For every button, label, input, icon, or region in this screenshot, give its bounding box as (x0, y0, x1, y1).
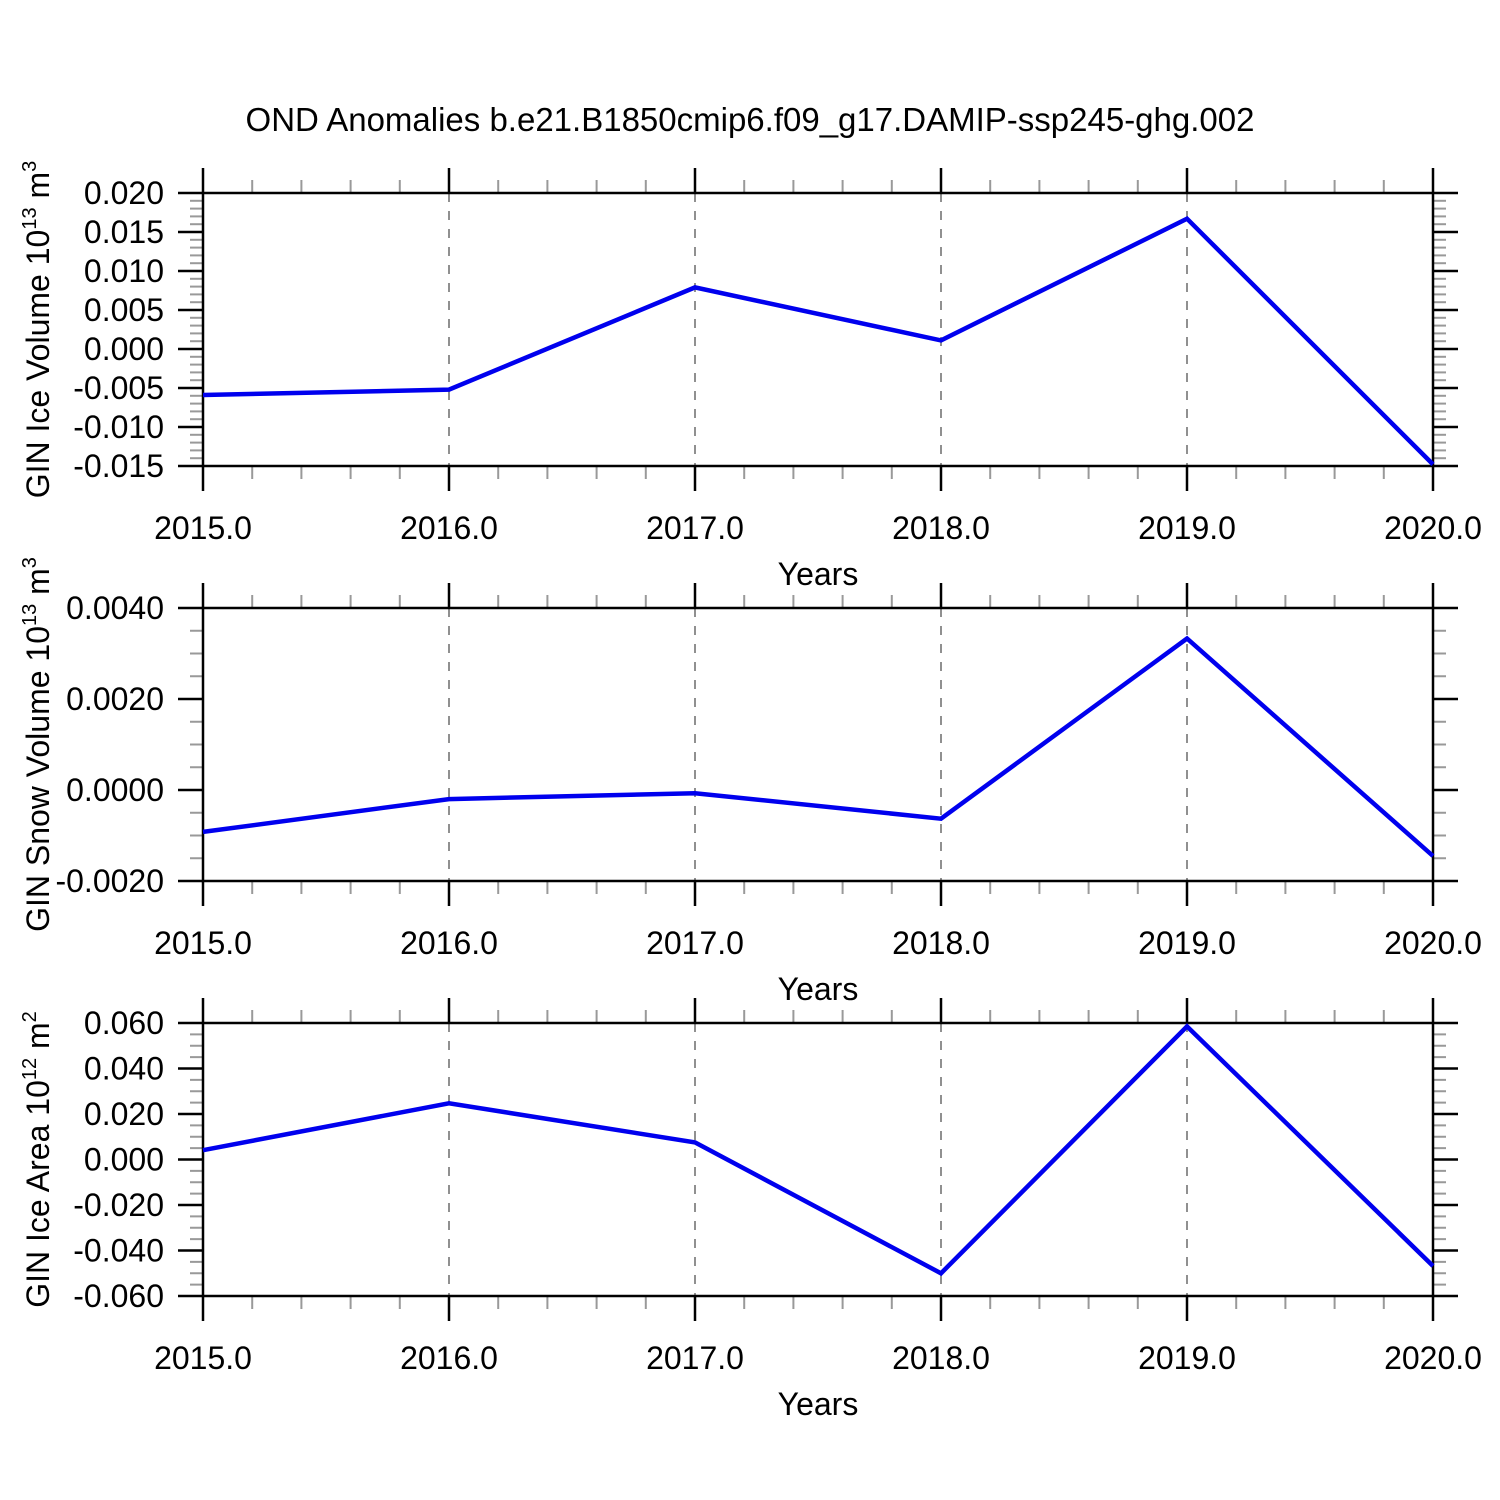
x-tick-label: 2017.0 (646, 1340, 744, 1376)
y-axis-title: GIN Ice Area 1012 m2 (19, 1011, 56, 1308)
x-tick-label: 2016.0 (400, 925, 498, 961)
y-tick-label: 0.000 (84, 331, 164, 367)
data-line-gin-ice-volume (202, 215, 1435, 466)
plot-frame (201, 1021, 1435, 1298)
x-tick-label: 2019.0 (1138, 510, 1236, 546)
x-tick-label: 2015.0 (154, 510, 252, 546)
panel-gin-ice-area: 2015.0 2016.0 2017.0 2018.0 2019.0 2020.0 0.06… (19, 998, 1482, 1422)
x-axis-title: Years (778, 971, 859, 1007)
x-tick-label: 2018.0 (892, 510, 990, 546)
y-tick-label: -0.005 (73, 370, 164, 406)
x-tick-label: 2019.0 (1138, 925, 1236, 961)
y-tick-label: 0.010 (84, 253, 164, 289)
y-tick-label: 0.020 (84, 1096, 164, 1132)
x-tick-label: 2017.0 (646, 510, 744, 546)
y-tick-label: -0.015 (73, 448, 164, 484)
y-tick-label: 0.020 (84, 175, 164, 211)
y-tick-label: 0.060 (84, 1005, 164, 1041)
plot-frame (201, 606, 1435, 883)
data-line-gin-ice-area (202, 1023, 1435, 1277)
y-tick-label: -0.020 (73, 1187, 164, 1223)
x-tick-label: 2017.0 (646, 925, 744, 961)
plot-frame (201, 191, 1435, 468)
x-tick-label: 2015.0 (154, 925, 252, 961)
x-tick-label: 2020.0 (1384, 510, 1482, 546)
x-tick-label: 2016.0 (400, 1340, 498, 1376)
y-tick-label: -0.010 (73, 409, 164, 445)
x-tick-label: 2019.0 (1138, 1340, 1236, 1376)
panel-gin-snow-volume: 2015.0 2016.0 2017.0 2018.0 2019.0 2020.0 0.00… (19, 557, 1482, 1007)
x-axis-title: Years (778, 1386, 859, 1422)
x-tick-label: 2018.0 (892, 1340, 990, 1376)
y-tick-label: 0.0020 (66, 681, 164, 717)
panel-gin-ice-volume: 2015.0 2016.0 2017.0 2018.0 2019.0 2020.0 0.02… (19, 161, 1482, 592)
x-tick-label: 2020.0 (1384, 1340, 1482, 1376)
x-tick-label: 2018.0 (892, 925, 990, 961)
y-axis-title: GIN Ice Volume 1013 m3 (19, 161, 56, 499)
y-tick-label: 0.0000 (66, 772, 164, 808)
y-tick-label: -0.040 (73, 1233, 164, 1269)
y-tick-label: 0.000 (84, 1142, 164, 1178)
y-tick-label: -0.060 (73, 1278, 164, 1314)
y-tick-label: 0.040 (84, 1051, 164, 1087)
x-tick-label: 2015.0 (154, 1340, 252, 1376)
data-line-gin-snow-volume (202, 635, 1435, 858)
x-axis-title: Years (778, 556, 859, 592)
y-tick-label: 0.005 (84, 292, 164, 328)
x-tick-label: 2016.0 (400, 510, 498, 546)
y-tick-label: 0.015 (84, 214, 164, 250)
chart-title: OND Anomalies b.e21.B1850cmip6.f09_g17.D… (245, 101, 1255, 138)
y-tick-label: 0.0040 (66, 590, 164, 626)
y-tick-label: -0.0020 (55, 863, 164, 899)
x-tick-label: 2020.0 (1384, 925, 1482, 961)
y-axis-title: GIN Snow Volume 1013 m3 (19, 557, 56, 932)
